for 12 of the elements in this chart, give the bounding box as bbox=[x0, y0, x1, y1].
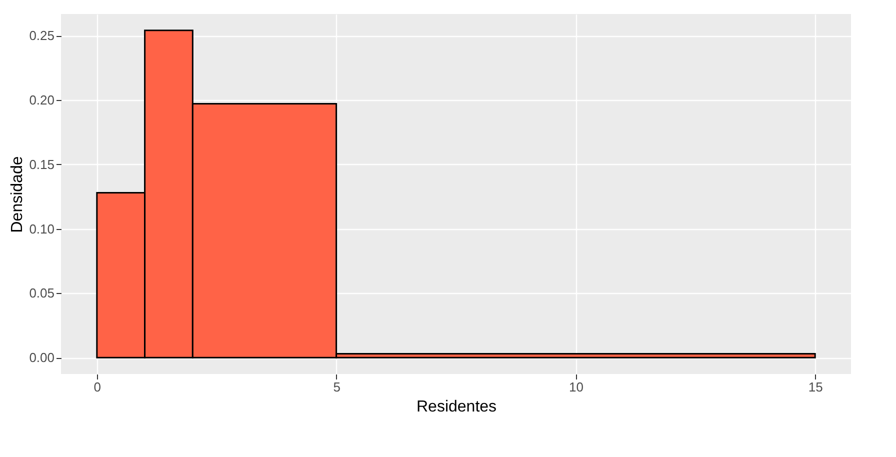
y-tick-label: 0.00 bbox=[29, 350, 54, 366]
y-tick-label: 0.15 bbox=[29, 156, 54, 172]
y-tick-label: 0.05 bbox=[29, 286, 54, 301]
y-tick-label: 0.20 bbox=[29, 92, 54, 108]
x-tick-label: 10 bbox=[568, 380, 584, 394]
y-tick-label: 0.10 bbox=[29, 221, 54, 236]
y-axis-title: Densidade bbox=[9, 156, 26, 233]
x-tick-label: 15 bbox=[808, 380, 823, 394]
x-axis-title: Residentes bbox=[416, 398, 497, 416]
x-tick-label: 0 bbox=[94, 380, 102, 394]
x-tick-label: 5 bbox=[333, 380, 340, 394]
y-tick-label: 0.25 bbox=[29, 28, 54, 44]
